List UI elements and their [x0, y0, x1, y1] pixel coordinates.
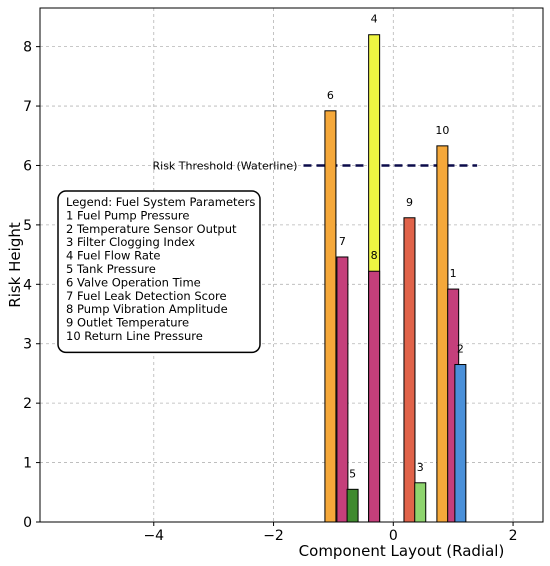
- y-tick-label: 4: [23, 277, 32, 293]
- bar-label-2: 2: [457, 343, 464, 356]
- x-tick-label: 0: [389, 528, 398, 544]
- legend-entry: 8 Pump Vibration Amplitude: [66, 302, 228, 316]
- legend-entry: 5 Tank Pressure: [66, 262, 156, 276]
- y-axis-label: Risk Height: [6, 222, 24, 308]
- y-tick-label: 2: [23, 396, 32, 412]
- bar-7: [336, 256, 349, 523]
- bar-8: [368, 270, 381, 523]
- bar-label-5: 5: [349, 467, 356, 480]
- legend-entry: 7 Fuel Leak Detection Score: [66, 289, 227, 303]
- legend-entry: 3 Filter Clogging Index: [66, 235, 195, 249]
- bar-6: [324, 110, 337, 523]
- legend-entry: 2 Temperature Sensor Output: [66, 222, 237, 236]
- bar-labels: 1 2 3 4 5 6 7 8 9 10: [327, 13, 464, 481]
- bar-label-3: 3: [417, 461, 424, 474]
- legend-entry: 1 Fuel Pump Pressure: [66, 208, 189, 222]
- grid: [40, 8, 543, 523]
- legend-entry: 10 Return Line Pressure: [66, 329, 203, 343]
- bar-label-7: 7: [339, 235, 346, 248]
- y-tick-label: 6: [23, 158, 32, 174]
- plot-frame: [39, 7, 544, 523]
- bar-label-9: 9: [406, 196, 413, 209]
- bar-3: [414, 482, 427, 523]
- legend-entry: 9 Outlet Temperature: [66, 316, 189, 330]
- x-axis-label: Component Layout (Radial): [299, 542, 505, 560]
- y-tick-label: 5: [23, 218, 32, 234]
- y-tick-label: 1: [23, 456, 32, 472]
- y-tick-label: 3: [23, 337, 32, 353]
- x-tick-label: −4: [143, 528, 164, 544]
- x-tick-label: −2: [263, 528, 284, 544]
- y-tick-label: 0: [23, 515, 32, 531]
- threshold-label: Risk Threshold (Waterline): [153, 159, 298, 172]
- bar-9: [403, 217, 416, 523]
- legend-entry: 4 Fuel Flow Rate: [66, 249, 160, 263]
- y-tick-label: 8: [23, 40, 32, 56]
- bar-label-8: 8: [371, 249, 378, 262]
- bar-10: [436, 145, 449, 523]
- legend-entry: 6 Valve Operation Time: [66, 275, 201, 289]
- y-tick-label: 7: [23, 99, 32, 115]
- legend-box: [57, 190, 261, 354]
- bar-2: [454, 364, 467, 523]
- axis-ticks: −4 −2 0 2 0 1 2 3 4 5 6 7 8: [23, 40, 517, 544]
- bar-label-4: 4: [371, 13, 378, 26]
- bar-label-6: 6: [327, 89, 334, 102]
- x-tick-label: 2: [509, 528, 518, 544]
- legend-title: Legend: Fuel System Parameters: [66, 195, 255, 209]
- bar-label-1: 1: [450, 267, 457, 280]
- bar-label-10: 10: [435, 124, 449, 137]
- bar-5: [346, 488, 359, 523]
